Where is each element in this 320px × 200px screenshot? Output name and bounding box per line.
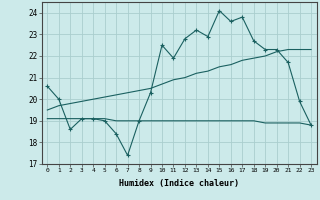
X-axis label: Humidex (Indice chaleur): Humidex (Indice chaleur) <box>119 179 239 188</box>
